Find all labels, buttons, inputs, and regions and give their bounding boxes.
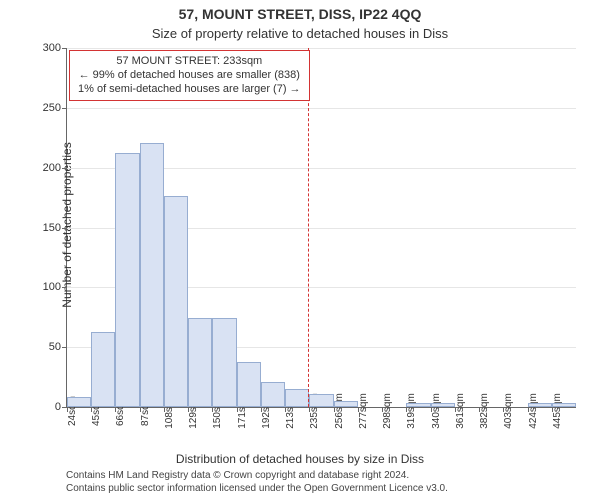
histogram-bar	[115, 153, 139, 407]
x-tick-label: 298sqm	[382, 393, 393, 429]
histogram-bar	[140, 143, 164, 407]
histogram-bar	[188, 318, 212, 407]
histogram-bar	[431, 403, 455, 407]
y-tick-label: 300	[43, 42, 61, 54]
x-tick-label: 319sqm	[406, 393, 417, 429]
chart-title: 57, MOUNT STREET, DISS, IP22 4QQ	[0, 6, 600, 22]
y-tick	[62, 287, 67, 288]
x-tick-label: 424sqm	[528, 393, 539, 429]
gridline	[67, 48, 576, 49]
annotation-line-2: ← 99% of detached houses are smaller (83…	[78, 69, 301, 83]
x-axis-label: Distribution of detached houses by size …	[0, 452, 600, 466]
footnote-2: Contains public sector information licen…	[66, 483, 448, 494]
y-tick-label: 50	[49, 341, 61, 353]
histogram-bar	[528, 403, 552, 407]
histogram-bar	[334, 401, 358, 407]
marker-line	[308, 48, 309, 407]
chart-subtitle: Size of property relative to detached ho…	[0, 26, 600, 41]
y-tick	[62, 347, 67, 348]
histogram-bar	[261, 382, 285, 407]
histogram-bar	[552, 403, 576, 407]
y-tick-label: 250	[43, 102, 61, 114]
y-tick	[62, 168, 67, 169]
y-tick-label: 0	[55, 401, 61, 413]
x-tick-label: 361sqm	[455, 393, 466, 429]
y-tick-label: 100	[43, 281, 61, 293]
histogram-bar	[285, 389, 309, 407]
histogram-bar	[164, 196, 188, 407]
footnote-1: Contains HM Land Registry data © Crown c…	[66, 470, 409, 481]
histogram-bar	[212, 318, 236, 407]
annotation-line-1: 57 MOUNT STREET: 233sqm	[78, 55, 301, 69]
y-tick	[62, 48, 67, 49]
histogram-bar	[67, 397, 91, 407]
x-tick-label: 340sqm	[431, 393, 442, 429]
histogram-plot: Number of detached properties 57 MOUNT S…	[66, 48, 576, 408]
histogram-bar	[91, 332, 115, 407]
y-tick-label: 200	[43, 162, 61, 174]
x-tick-label: 256sqm	[334, 393, 345, 429]
y-tick	[62, 228, 67, 229]
annotation-line-3: 1% of semi-detached houses are larger (7…	[78, 83, 301, 97]
x-tick-label: 403sqm	[503, 393, 514, 429]
x-tick-label: 277sqm	[358, 393, 369, 429]
y-tick	[62, 108, 67, 109]
histogram-bar	[237, 362, 261, 407]
x-tick-label: 445sqm	[552, 393, 563, 429]
gridline	[67, 108, 576, 109]
y-tick-label: 150	[43, 222, 61, 234]
histogram-bar	[406, 403, 430, 407]
marker-annotation-box: 57 MOUNT STREET: 233sqm ← 99% of detache…	[69, 50, 310, 101]
x-tick-label: 382sqm	[479, 393, 490, 429]
histogram-bar	[309, 394, 333, 407]
